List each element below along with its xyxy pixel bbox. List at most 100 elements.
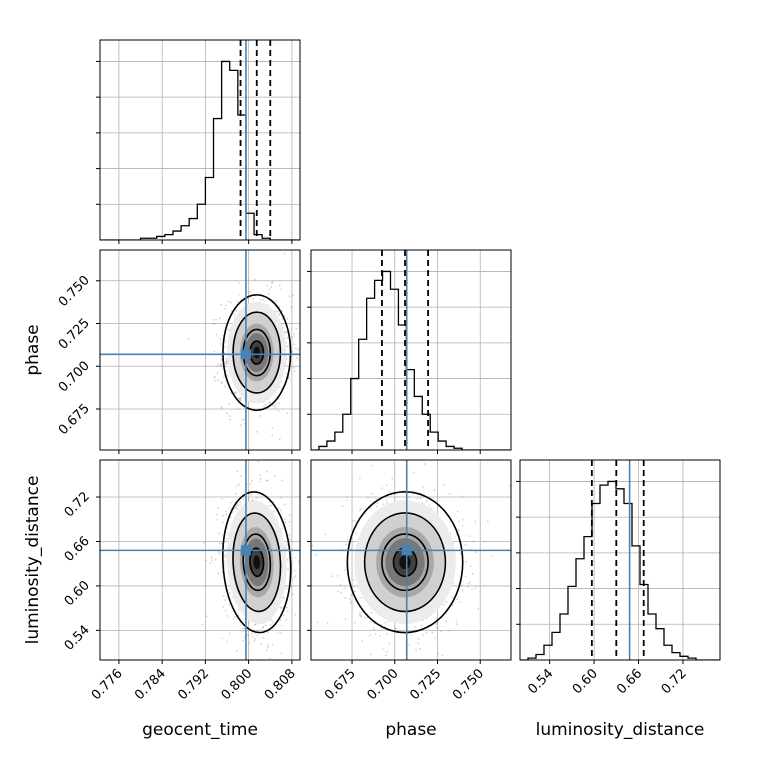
sample-point: [216, 513, 218, 516]
sample-point: [284, 518, 286, 520]
sample-point: [277, 410, 280, 413]
sample-point: [471, 573, 474, 575]
sample-point: [273, 404, 276, 407]
sample-point: [225, 304, 227, 307]
sample-point: [205, 615, 208, 618]
sample-point: [226, 412, 228, 415]
sample-point: [236, 649, 238, 652]
sample-point: [219, 343, 222, 345]
sample-point: [340, 592, 343, 594]
sample-point: [230, 392, 232, 395]
sample-point: [272, 510, 275, 513]
sample-point: [281, 479, 284, 482]
sample-point: [224, 599, 226, 601]
y-axis-label-luminosity_distance: luminosity_distance: [23, 476, 43, 645]
sample-point: [217, 572, 220, 575]
sample-point: [475, 551, 478, 554]
sample-point: [369, 620, 372, 623]
sample-point: [217, 379, 220, 382]
sample-point: [477, 607, 480, 610]
sample-point: [408, 496, 410, 498]
sample-point: [277, 507, 280, 510]
sample-point: [286, 558, 289, 561]
sample-point: [225, 361, 227, 363]
sample-point: [272, 404, 275, 407]
sample-point: [238, 282, 241, 285]
sample-point: [240, 424, 242, 427]
sample-point: [343, 568, 346, 571]
sample-point: [248, 622, 251, 624]
sample-point: [384, 621, 387, 624]
x-tick-label-phase-0: 0.675: [322, 666, 359, 703]
sample-point: [282, 322, 285, 325]
sample-point: [472, 540, 474, 543]
sample-point: [225, 556, 228, 558]
sample-point: [464, 575, 467, 578]
sample-point: [256, 634, 259, 637]
sample-point: [238, 397, 241, 399]
sample-point: [278, 284, 281, 287]
sample-point: [508, 484, 511, 487]
contour-line-0: [222, 294, 292, 412]
sample-point: [253, 623, 256, 626]
sample-point: [375, 497, 377, 500]
sample-point: [339, 583, 342, 586]
sample-point: [291, 336, 293, 339]
density-level-5: [253, 346, 261, 359]
x-tick-label-geocent_time-3: 0.800: [219, 666, 256, 703]
sample-point: [443, 483, 446, 486]
sample-point: [394, 627, 397, 630]
sample-point: [220, 303, 223, 306]
contour-line-1: [363, 512, 447, 613]
sample-point: [468, 535, 471, 537]
sample-point: [224, 565, 227, 568]
y-tick-label-luminosity_distance-2: 0.66: [62, 534, 93, 565]
sample-point: [223, 346, 226, 349]
sample-point: [372, 626, 375, 629]
sample-point: [234, 507, 237, 509]
sample-point: [226, 640, 229, 643]
sample-point: [225, 362, 228, 364]
sample-point: [283, 252, 286, 255]
sample-point: [458, 600, 461, 603]
sample-point: [248, 642, 251, 644]
sample-point: [271, 643, 274, 646]
sample-point: [247, 297, 249, 300]
sample-point: [293, 569, 296, 572]
sample-point: [242, 498, 244, 500]
sample-point: [278, 386, 281, 389]
sample-point: [255, 497, 258, 500]
sample-point: [225, 537, 228, 540]
sample-point: [434, 637, 437, 640]
sample-point: [458, 520, 460, 523]
sample-point: [253, 640, 256, 642]
sample-point: [283, 597, 286, 600]
sample-point: [388, 642, 391, 645]
sample-point: [360, 507, 362, 510]
sample-point: [220, 357, 223, 360]
sample-point: [436, 622, 439, 624]
sample-point: [369, 507, 372, 510]
sample-point: [386, 502, 389, 505]
sample-point: [220, 542, 223, 545]
sample-point: [220, 359, 223, 362]
sample-point: [336, 575, 339, 577]
sample-point: [257, 460, 260, 463]
sample-point: [239, 399, 242, 402]
sample-point: [239, 397, 242, 400]
sample-point: [459, 552, 462, 555]
sample-point: [187, 338, 190, 340]
y-tick-label-phase-2: 0.725: [56, 316, 93, 353]
sample-point: [268, 288, 271, 291]
sample-point: [467, 582, 470, 585]
sample-point: [217, 507, 220, 509]
sample-point: [213, 375, 216, 378]
sample-point: [369, 634, 371, 636]
sample-point: [278, 438, 281, 441]
sample-point: [242, 639, 244, 642]
sample-point: [270, 286, 273, 288]
sample-point: [220, 381, 223, 383]
sample-point: [209, 561, 211, 564]
sample-point: [279, 606, 282, 609]
sample-point: [203, 541, 205, 544]
